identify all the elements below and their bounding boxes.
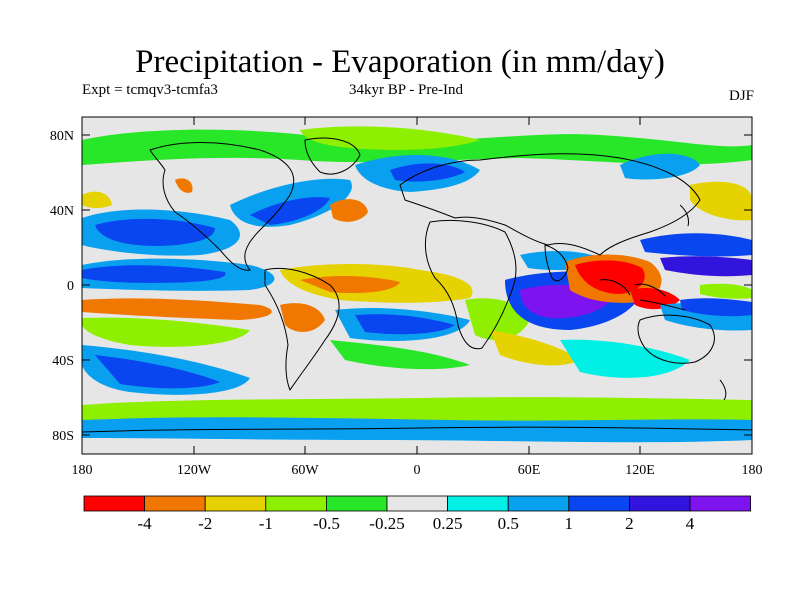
y-tick-label: 0 bbox=[67, 279, 74, 294]
field-region bbox=[82, 397, 752, 423]
x-tick-label: 60E bbox=[518, 463, 541, 478]
field-region bbox=[300, 276, 400, 294]
field-region bbox=[690, 181, 752, 221]
y-tick-label: 40N bbox=[50, 204, 74, 219]
season-label: DJF bbox=[728, 88, 754, 104]
field-region bbox=[280, 303, 325, 332]
field-region bbox=[175, 178, 193, 193]
africa-outline bbox=[424, 219, 517, 350]
field-region bbox=[95, 355, 220, 389]
y-tick-label: 40S bbox=[52, 354, 74, 369]
field-region bbox=[95, 218, 215, 246]
field-region bbox=[680, 298, 752, 317]
legend-label: -1 bbox=[259, 514, 273, 533]
field-region bbox=[82, 298, 272, 320]
x-tick-label: 180 bbox=[72, 463, 93, 478]
legend-swatch bbox=[568, 495, 630, 512]
legend-label: 0.25 bbox=[433, 514, 463, 533]
legend-label: 0.5 bbox=[498, 514, 519, 533]
field-region bbox=[82, 265, 226, 283]
y-tick-label: 80N bbox=[50, 129, 74, 144]
x-tick-label: 0 bbox=[414, 463, 421, 478]
legend-label: 1 bbox=[565, 514, 574, 533]
legend-label: 4 bbox=[686, 514, 695, 533]
legend-swatch bbox=[83, 495, 145, 512]
experiment-label: Expt = tcmqv3-tcmfa3 bbox=[82, 82, 218, 98]
legend-swatch bbox=[386, 495, 448, 512]
field-region bbox=[640, 233, 752, 257]
legend-label: -0.5 bbox=[313, 514, 340, 533]
field-region bbox=[700, 283, 752, 299]
field-region bbox=[660, 256, 752, 277]
field-region bbox=[390, 163, 465, 182]
y-axis: 80N 40N 0 40S 80S bbox=[50, 129, 752, 444]
x-tick-label: 120E bbox=[625, 463, 655, 478]
legend-swatch bbox=[507, 495, 570, 512]
field-region bbox=[355, 314, 455, 335]
color-legend: -4 -2 -1 -0.5 -0.25 0.25 0.5 1 2 4 bbox=[83, 495, 751, 533]
field-region bbox=[560, 339, 690, 378]
legend-swatch bbox=[265, 495, 327, 512]
plot-title: Precipitation - Evaporation (in mm/day) bbox=[135, 44, 665, 80]
legend-label: -2 bbox=[198, 514, 212, 533]
legend-swatch bbox=[447, 495, 509, 512]
legend-label: -0.25 bbox=[369, 514, 404, 533]
field-region bbox=[630, 288, 680, 310]
x-tick-label: 120W bbox=[177, 463, 212, 478]
south-america-outline bbox=[264, 267, 340, 392]
islands-outline bbox=[679, 204, 727, 401]
legend-swatch bbox=[325, 495, 388, 512]
period-label: 34kyr BP - Pre-Ind bbox=[349, 82, 464, 98]
legend-label: 2 bbox=[625, 514, 634, 533]
india-outline bbox=[544, 244, 569, 282]
australia-outline bbox=[637, 314, 715, 364]
field-region bbox=[82, 317, 250, 347]
field-region bbox=[575, 260, 645, 294]
legend-swatch bbox=[204, 495, 267, 512]
field-region bbox=[620, 153, 700, 180]
eurasia-outline bbox=[399, 153, 701, 256]
greenland-outline bbox=[304, 137, 361, 175]
field-region bbox=[82, 417, 752, 443]
y-tick-label: 80S bbox=[52, 429, 74, 444]
x-tick-label: 180 bbox=[742, 463, 763, 478]
field-region bbox=[82, 191, 112, 209]
indonesia-outline bbox=[599, 279, 686, 311]
legend-swatch bbox=[689, 495, 751, 512]
field-region bbox=[330, 199, 368, 222]
field-region bbox=[330, 340, 470, 370]
north-america-outline bbox=[149, 142, 295, 271]
antarctica-outline bbox=[82, 426, 752, 433]
legend-label: -4 bbox=[138, 514, 153, 533]
legend-swatch bbox=[144, 495, 206, 512]
field-region bbox=[250, 197, 330, 225]
field-region bbox=[300, 126, 480, 150]
coastlines bbox=[82, 137, 752, 433]
field-region bbox=[490, 330, 580, 366]
x-axis: 180 120W 60W 0 60E 120E 180 bbox=[72, 117, 763, 478]
legend-swatch bbox=[629, 495, 691, 512]
x-tick-label: 60W bbox=[291, 463, 319, 478]
field-layer bbox=[82, 117, 752, 454]
